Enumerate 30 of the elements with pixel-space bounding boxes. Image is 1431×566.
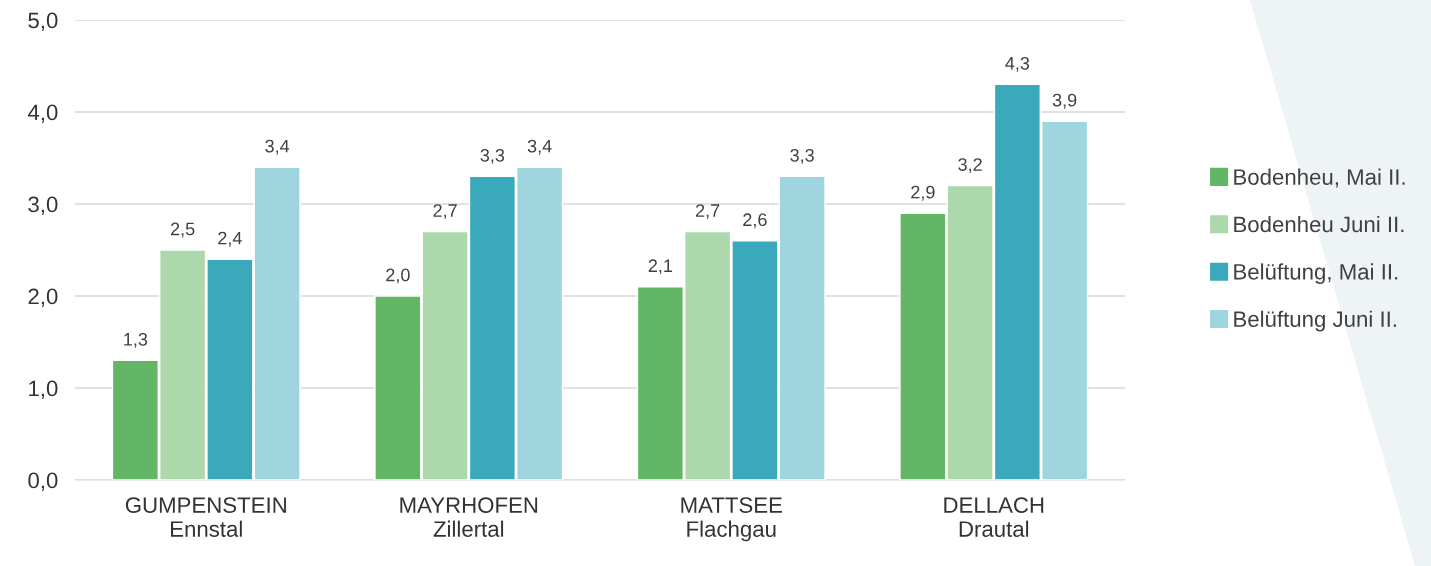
- data-label: 3,4: [527, 139, 552, 155]
- data-label: 2,0: [386, 268, 410, 284]
- data-label: 1,3: [124, 332, 148, 348]
- legend-label: Bodenheu, Mai II.: [1234, 168, 1405, 188]
- data-label: 2,7: [695, 204, 720, 220]
- data-label: 2,4: [218, 231, 242, 247]
- data-label: 3,2: [958, 158, 982, 174]
- x-tick-label: DELLACH Drautal: [944, 497, 1044, 537]
- data-label: 3,9: [1052, 93, 1077, 109]
- y-tick-label: 1,0: [29, 380, 58, 399]
- x-tick-label: MAYRHOFEN Zillertal: [400, 497, 538, 537]
- y-tick-label: 3,0: [28, 196, 58, 215]
- legend-label: Bodenheu Juni II.: [1234, 215, 1404, 233]
- x-tick-label: MATTSEE Flachgau: [681, 497, 782, 542]
- data-label: 3,3: [480, 148, 505, 164]
- y-tick-label: 2,0: [28, 288, 58, 307]
- data-label: 3,4: [265, 139, 290, 155]
- data-label: 2,6: [743, 213, 767, 229]
- data-label: 3,3: [790, 148, 814, 164]
- x-tick-label: GUMPENSTEIN Ennstal: [125, 497, 286, 537]
- data-label: 2,1: [648, 259, 673, 275]
- legend-label: Belüftung Juni II.: [1234, 310, 1396, 332]
- y-tick-label: 0,0: [28, 472, 58, 491]
- data-label: 2,5: [170, 222, 195, 238]
- data-label: 2,7: [433, 204, 457, 220]
- legend-label: Belüftung, Mai II.: [1234, 263, 1398, 285]
- data-label: 4,3: [1005, 56, 1030, 72]
- y-tick-label: 4,0: [27, 104, 58, 123]
- y-tick-label: 5,0: [28, 12, 58, 31]
- data-label: 2,9: [911, 185, 935, 201]
